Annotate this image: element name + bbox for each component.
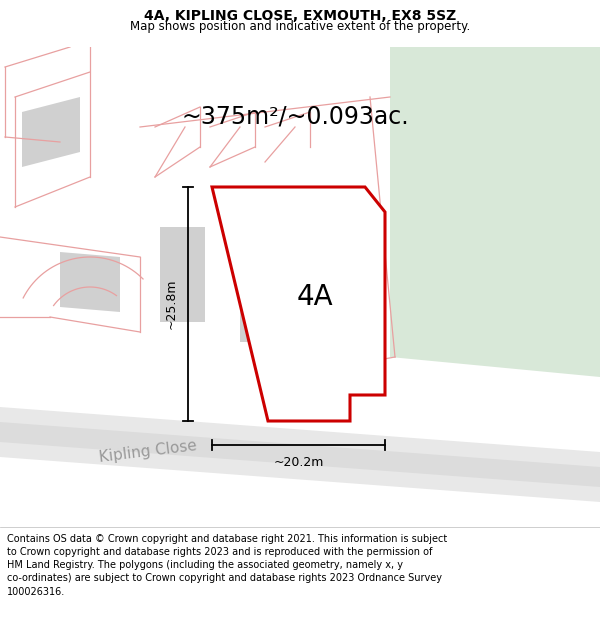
Polygon shape [0, 422, 600, 487]
Text: ~375m²/~0.093ac.: ~375m²/~0.093ac. [181, 105, 409, 129]
Text: ~25.8m: ~25.8m [165, 279, 178, 329]
Polygon shape [160, 227, 205, 322]
Polygon shape [0, 407, 600, 502]
Text: ~20.2m: ~20.2m [274, 456, 323, 469]
Text: 4A, KIPLING CLOSE, EXMOUTH, EX8 5SZ: 4A, KIPLING CLOSE, EXMOUTH, EX8 5SZ [144, 9, 456, 23]
Text: Contains OS data © Crown copyright and database right 2021. This information is : Contains OS data © Crown copyright and d… [7, 534, 448, 597]
Polygon shape [60, 252, 120, 312]
Text: 4A: 4A [296, 283, 334, 311]
Text: Kipling Close: Kipling Close [98, 439, 198, 466]
Polygon shape [22, 97, 80, 167]
Polygon shape [240, 222, 345, 342]
Polygon shape [212, 187, 385, 421]
Polygon shape [390, 47, 600, 377]
Text: Map shows position and indicative extent of the property.: Map shows position and indicative extent… [130, 20, 470, 33]
